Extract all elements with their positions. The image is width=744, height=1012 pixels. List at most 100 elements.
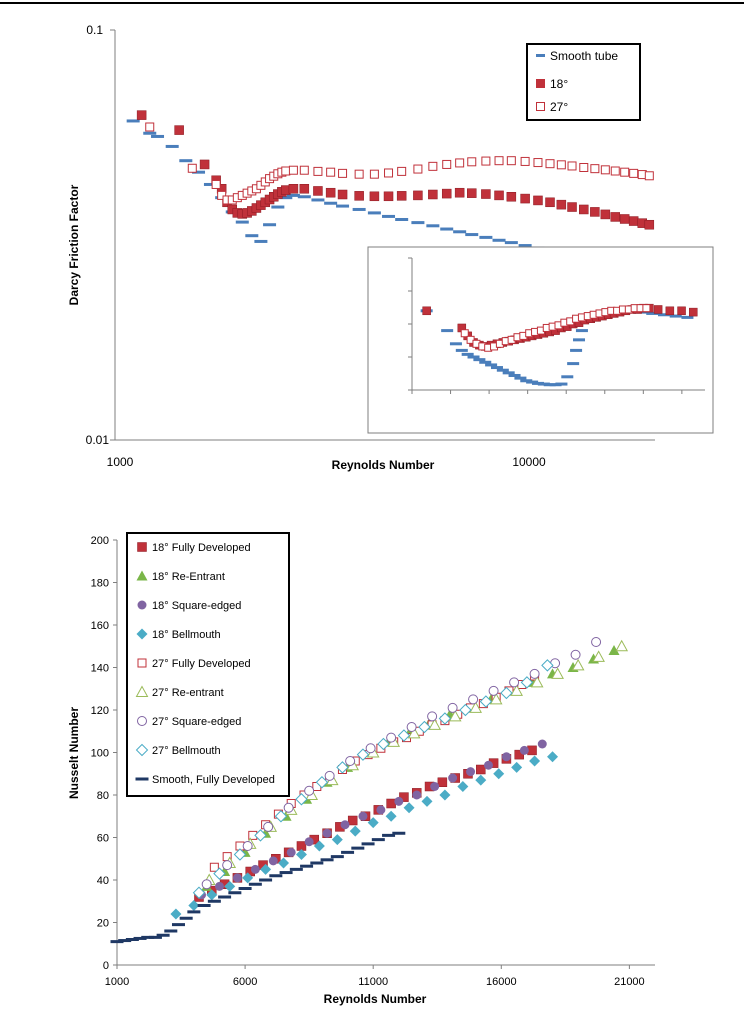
data-point-series-2: [428, 161, 438, 171]
data-point-series-8: [269, 874, 283, 878]
data-point-series-1: [506, 192, 517, 202]
y-tick-label: 180: [91, 578, 109, 590]
legend: 18° Fully Developed 18° Re-Entrant 18° Squ…: [126, 532, 290, 797]
data-point-series-6: [345, 756, 356, 766]
data-point-series-2: [299, 165, 309, 175]
data-point-series-8: [207, 899, 221, 903]
data-point-series-2: [579, 162, 589, 172]
legend-entries: 18° Fully Developed 18° Re-Entrant 18° Squ…: [135, 542, 275, 786]
data-point-series-7: [356, 748, 370, 761]
data-point-series-7: [459, 703, 472, 717]
data-point-series-3: [295, 849, 307, 860]
data-point-series-0: [347, 815, 358, 826]
inset-data-point-series-0: [467, 355, 480, 359]
data-point-series-3: [224, 880, 236, 892]
data-point-series-8: [133, 936, 147, 940]
data-point-series-1: [610, 212, 621, 222]
legend-label-6: 27° Square-edged: [152, 716, 241, 728]
data-point-series-5: [551, 667, 564, 679]
data-point-series-0: [492, 238, 506, 242]
data-point-series-6: [509, 677, 520, 688]
data-point-series-5: [592, 650, 605, 662]
data-point-series-1: [590, 207, 600, 217]
inset-data-point-series-0: [455, 348, 468, 352]
data-point-series-7: [377, 737, 390, 751]
friction-series-marks: [126, 110, 655, 257]
data-point-series-1: [299, 184, 310, 194]
data-point-series-0: [165, 144, 179, 148]
data-point-series-3: [349, 825, 361, 837]
data-point-series-2: [354, 169, 364, 179]
inset-data-point-series-0: [669, 314, 682, 318]
legend-box: [126, 532, 290, 797]
data-point-series-8: [361, 842, 375, 846]
x-axis-title: Reynolds Number: [332, 458, 435, 472]
data-point-series-1: [494, 190, 504, 201]
data-point-series-6: [365, 743, 376, 754]
inset-data-point-series-0: [479, 360, 492, 364]
data-point-series-2: [545, 159, 555, 169]
legend-label-18: 18°: [550, 77, 568, 91]
legend-swatch-8: [135, 777, 149, 781]
data-point-series-3: [439, 789, 451, 801]
data-point-series-2: [520, 156, 530, 166]
data-point-series-1: [396, 191, 407, 201]
data-point-series-6: [488, 685, 499, 696]
legend-swatch-5: [135, 685, 149, 697]
data-point-series-7: [500, 686, 513, 700]
data-point-series-2: [340, 820, 350, 830]
inset-data-point-series-0: [461, 352, 474, 356]
data-point-series-8: [392, 831, 406, 835]
data-point-series-6: [447, 702, 458, 713]
inset-data-point-series-0: [555, 382, 568, 386]
data-point-series-2: [430, 782, 440, 791]
data-point-series-2: [397, 166, 407, 176]
data-point-series-0: [395, 217, 409, 221]
legend-swatch-27: [536, 102, 545, 111]
data-point-series-3: [206, 889, 218, 901]
x-tick-label: 21000: [614, 976, 645, 988]
data-point-series-2: [145, 122, 155, 132]
inset-data-point-series-1: [677, 306, 686, 316]
data-point-series-4: [209, 862, 219, 872]
inset-data-point-series-0: [490, 366, 503, 370]
data-point-series-0: [192, 170, 206, 174]
data-point-series-0: [527, 745, 537, 756]
data-point-series-2: [481, 156, 491, 166]
data-point-series-8: [148, 935, 162, 939]
data-point-series-2: [448, 773, 458, 783]
legend-label-5: 27° Re-entrant: [152, 687, 224, 699]
y-axis-title: Darcy Friction Factor: [67, 184, 81, 305]
inset-data-point-series-0: [441, 329, 454, 333]
data-point-series-1: [288, 184, 299, 194]
data-point-series-8: [171, 923, 185, 927]
data-point-series-1: [545, 197, 555, 208]
data-point-series-3: [278, 857, 290, 869]
data-point-series-0: [504, 241, 518, 245]
data-point-series-2: [313, 166, 323, 176]
inset-series-marks: [420, 303, 698, 387]
data-point-series-8: [330, 855, 344, 859]
data-point-series-5: [407, 726, 421, 739]
legend-label-smooth: Smooth tube: [550, 49, 618, 63]
inset-data-point-series-0: [681, 315, 694, 319]
inset-data-point-series-0: [561, 375, 574, 379]
y-tick-label: 80: [97, 790, 109, 802]
data-point-series-0: [143, 131, 157, 135]
legend-swatch-3: [136, 628, 148, 640]
data-point-series-0: [324, 201, 338, 205]
y-tick-label-top: 0.1: [86, 23, 103, 37]
y-axis-title: Nusselt Number: [67, 707, 81, 799]
data-point-series-2: [610, 166, 620, 176]
data-point-series-8: [300, 864, 314, 868]
data-point-series-0: [254, 239, 268, 243]
data-point-series-8: [259, 878, 273, 882]
data-point-series-2: [250, 864, 260, 874]
data-point-series-1: [608, 645, 620, 655]
data-point-series-1: [383, 191, 394, 202]
data-point-series-8: [197, 904, 211, 907]
data-point-series-1: [579, 204, 589, 215]
data-point-series-1: [520, 193, 530, 204]
data-point-series-0: [336, 204, 350, 208]
data-point-series-5: [510, 684, 524, 696]
